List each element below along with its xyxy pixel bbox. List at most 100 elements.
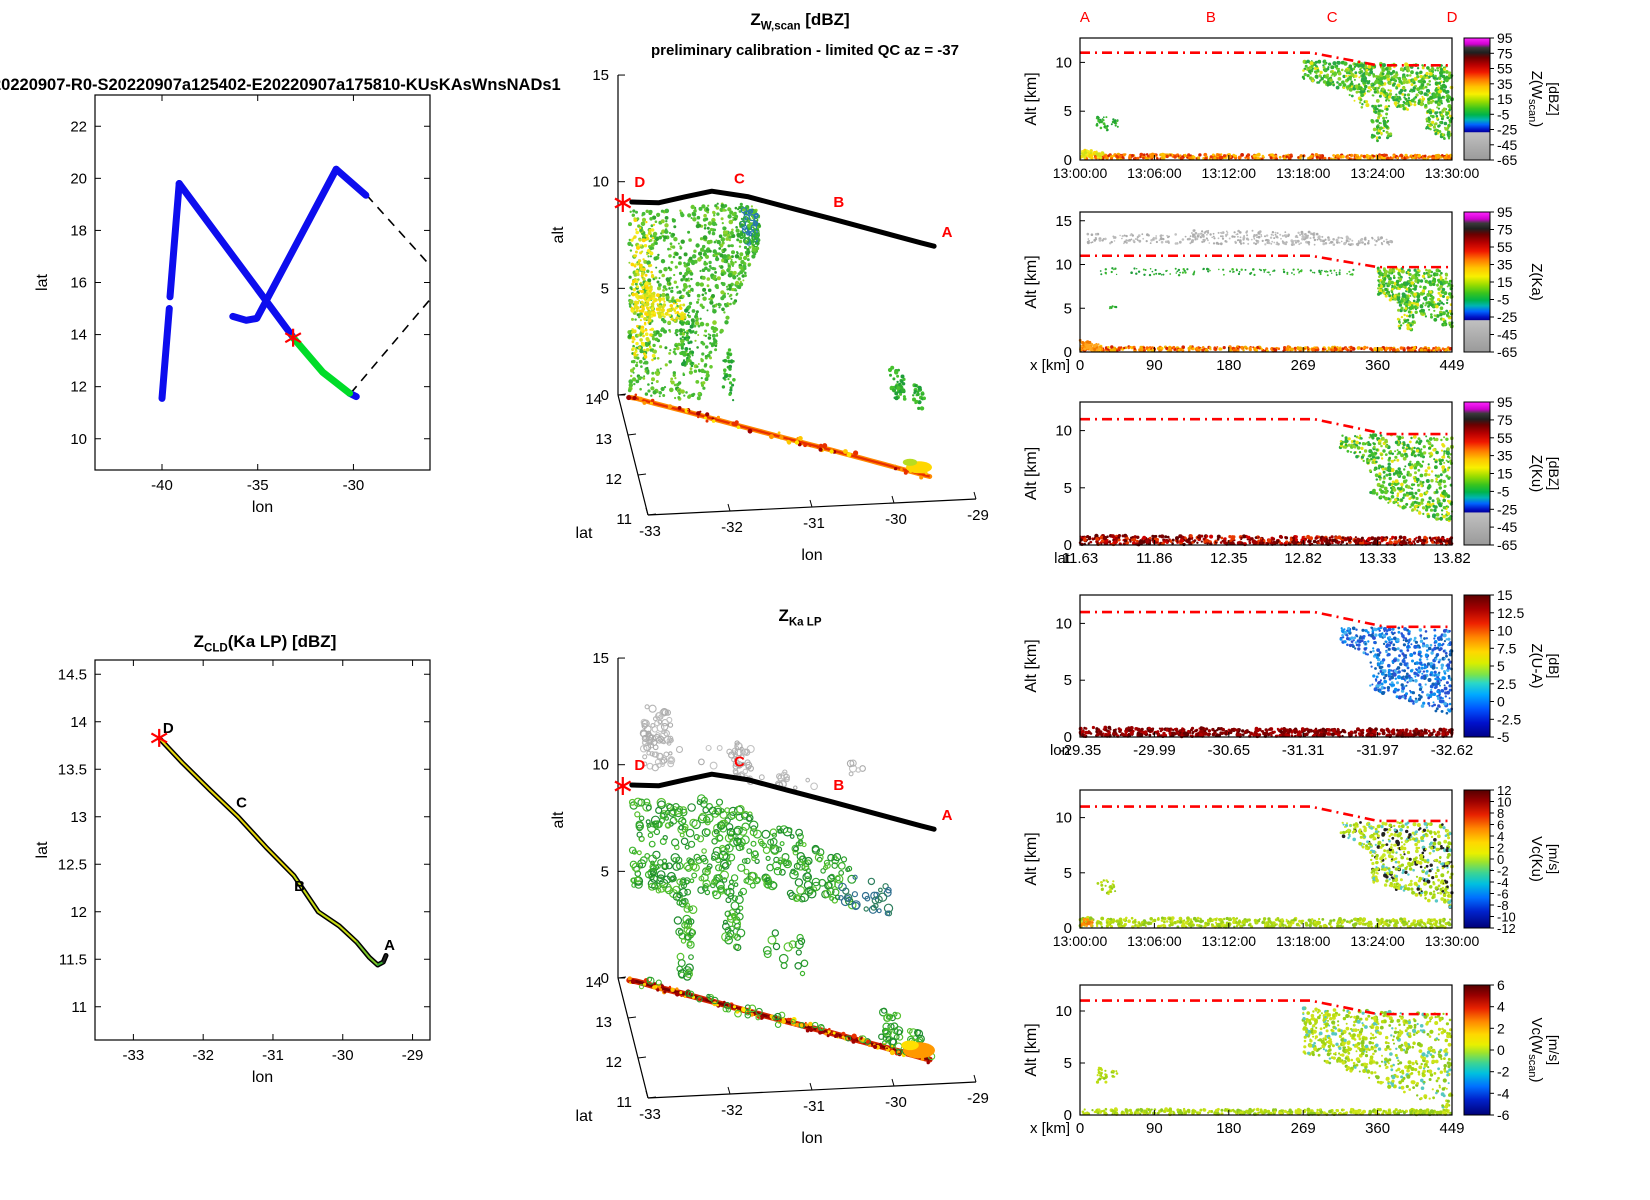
colorbar-unit: [m/s] xyxy=(1546,844,1562,874)
scan-track-colored xyxy=(317,910,341,927)
tick-label: -40 xyxy=(151,477,173,494)
scan-track-colored xyxy=(237,815,267,849)
tick-label: 12.82 xyxy=(1284,550,1322,567)
leg-label: C xyxy=(1327,9,1338,26)
tick-label: 12.35 xyxy=(1210,550,1248,567)
tick-label: -30 xyxy=(332,1047,354,1064)
tick-label: 18 xyxy=(70,222,87,239)
colorbar-tick: -65 xyxy=(1497,152,1517,168)
scan-track-colored xyxy=(181,761,212,792)
tick-label: 269 xyxy=(1291,357,1316,374)
colorbar-tick: 10 xyxy=(1497,623,1513,639)
tick-label: 12 xyxy=(605,1054,622,1071)
tick-label: -31.31 xyxy=(1282,742,1325,759)
position-marker-asterisk xyxy=(284,328,302,347)
axis-label: alt xyxy=(550,226,567,243)
tick-label: 5 xyxy=(601,280,609,297)
colorbar-tick: 6 xyxy=(1497,818,1504,833)
waypoint-label: D xyxy=(634,757,645,774)
colorbar-label: Z(Ka) xyxy=(1528,263,1545,301)
right-panel-zw-scan-curtain: 13:00:00 13:06:00 13:12:00 13:18:00 13:24:00… xyxy=(1023,9,1562,181)
colorbar xyxy=(1463,789,1491,929)
waypoint-label: A xyxy=(942,807,953,824)
right-panel-dfr-curtain: -29.35 -29.99 -30.65 -31.31 -31.97 -32.62 0 5 10… xyxy=(1023,587,1562,759)
tick-label: 0 xyxy=(1064,729,1072,746)
file-title: 20220907-R0-S20220907a125402-E20220907a1… xyxy=(0,76,561,94)
tick-label: 360 xyxy=(1365,1120,1390,1137)
colorbar-tick: 55 xyxy=(1497,430,1513,446)
tick-label: 11 xyxy=(71,999,87,1016)
colorbar-label: Vc(Wscan) xyxy=(1526,1018,1545,1083)
zcld-track-map: -33 -32 -31 -30 -29 11 11.5 12 12.5 13 13.5 14 14.5 l… xyxy=(34,659,431,1086)
position-marker-asterisk xyxy=(614,777,632,795)
colorbar-label: Z(Ku) xyxy=(1528,455,1545,493)
tick-label: -32 xyxy=(192,1047,214,1064)
tick-label: 10 xyxy=(1055,810,1072,827)
axis-3d xyxy=(617,394,649,516)
colorbar-tick: 35 xyxy=(1497,257,1513,273)
colorbar-tick: -8 xyxy=(1497,898,1509,913)
tick-label: 13:24:00 xyxy=(1350,165,1405,181)
right-panel-zku-curtain: 11.63 11.86 12.35 12.82 13.33 13.82 0 5 10 Alt [k… xyxy=(1023,394,1562,567)
panel-title-zkalp: ZKa LP xyxy=(778,606,822,629)
tick-label: 5 xyxy=(1064,480,1072,497)
waypoint-label: C xyxy=(734,754,745,771)
waypoint-label: C xyxy=(734,171,745,188)
tick-label: -30 xyxy=(885,1094,907,1111)
waypoint-label: D xyxy=(634,174,645,191)
zka-lp-3d: 0 5 10 15 14 13 12 11 -33 -32 -31 -30 -29 alt lat lon D C… xyxy=(550,650,989,1147)
colorbar-tick: 5 xyxy=(1497,658,1505,674)
tick-label: 10 xyxy=(1055,1003,1072,1020)
axis-label: lon xyxy=(1050,742,1070,759)
tick-label: -30.65 xyxy=(1208,742,1251,759)
aircraft-altitude-line xyxy=(1080,254,1452,269)
plot-frame xyxy=(1079,789,1453,929)
tick-label: 13:30:00 xyxy=(1425,165,1480,181)
tick-label: 360 xyxy=(1365,357,1390,374)
tick-label: 16 xyxy=(70,275,87,292)
plot-frame xyxy=(1079,984,1453,1116)
tick-label: 14 xyxy=(70,714,87,731)
tick-label: 11 xyxy=(616,511,632,528)
flight-track-blue xyxy=(332,165,370,199)
tick-label: 180 xyxy=(1216,357,1241,374)
axis-label: Alt [km] xyxy=(1023,72,1040,125)
tick-label: 269 xyxy=(1291,1120,1316,1137)
scan-track-colored xyxy=(376,961,385,966)
leg-label: A xyxy=(1080,9,1090,26)
tick-label: 13 xyxy=(70,809,87,826)
waypoint-label: C xyxy=(236,794,247,811)
colorbar-tick: -45 xyxy=(1497,137,1517,153)
tick-label: 13:18:00 xyxy=(1276,933,1331,949)
right-panel-zka-curtain: 0 90 180 269 360 449 0 5 10 15 Alt [km] x [km] 95 755… xyxy=(1023,204,1545,374)
right-panel-vc-ku-curtain: 13:00:00 13:06:00 13:12:00 13:18:00 13:24:00… xyxy=(1023,783,1562,949)
tick-label: 13:06:00 xyxy=(1127,933,1182,949)
aircraft-altitude-line xyxy=(1080,999,1452,1016)
colorbar-tick: -65 xyxy=(1497,344,1517,360)
tick-label: 13.5 xyxy=(58,761,87,778)
colorbar xyxy=(1463,401,1491,546)
colorbar-label: Z(Wscan) xyxy=(1526,71,1545,128)
colorbar-tick: -6 xyxy=(1497,887,1509,902)
colorbar-tick: 95 xyxy=(1497,30,1513,46)
tick-label: -29 xyxy=(967,1090,989,1107)
colorbar-tick: -4 xyxy=(1497,1085,1510,1101)
axis-label: lat xyxy=(34,274,51,291)
axis-label: lat xyxy=(1054,550,1071,567)
tick-label: -32 xyxy=(721,1102,743,1119)
colorbar-tick: 15 xyxy=(1497,466,1513,482)
tick-label: 13:12:00 xyxy=(1202,933,1257,949)
plot-frame xyxy=(94,659,431,1041)
plot-frame xyxy=(1079,211,1453,353)
tick-label: 13:06:00 xyxy=(1127,165,1182,181)
tick-label: 11.63 xyxy=(1062,550,1098,567)
tick-label: 449 xyxy=(1439,357,1464,374)
colorbar-tick: 75 xyxy=(1497,45,1513,61)
tick-label: 0 xyxy=(1064,152,1072,169)
colorbar-tick: 0 xyxy=(1497,694,1505,710)
colorbar-tick: -25 xyxy=(1497,501,1517,517)
axis-label: Alt [km] xyxy=(1023,639,1040,692)
colorbar-tick: 75 xyxy=(1497,412,1513,428)
zw-scan-3d: 0 5 10 15 14 13 12 11 -33 -32 -31 -30 -29 alt lat lon D C… xyxy=(550,67,989,564)
